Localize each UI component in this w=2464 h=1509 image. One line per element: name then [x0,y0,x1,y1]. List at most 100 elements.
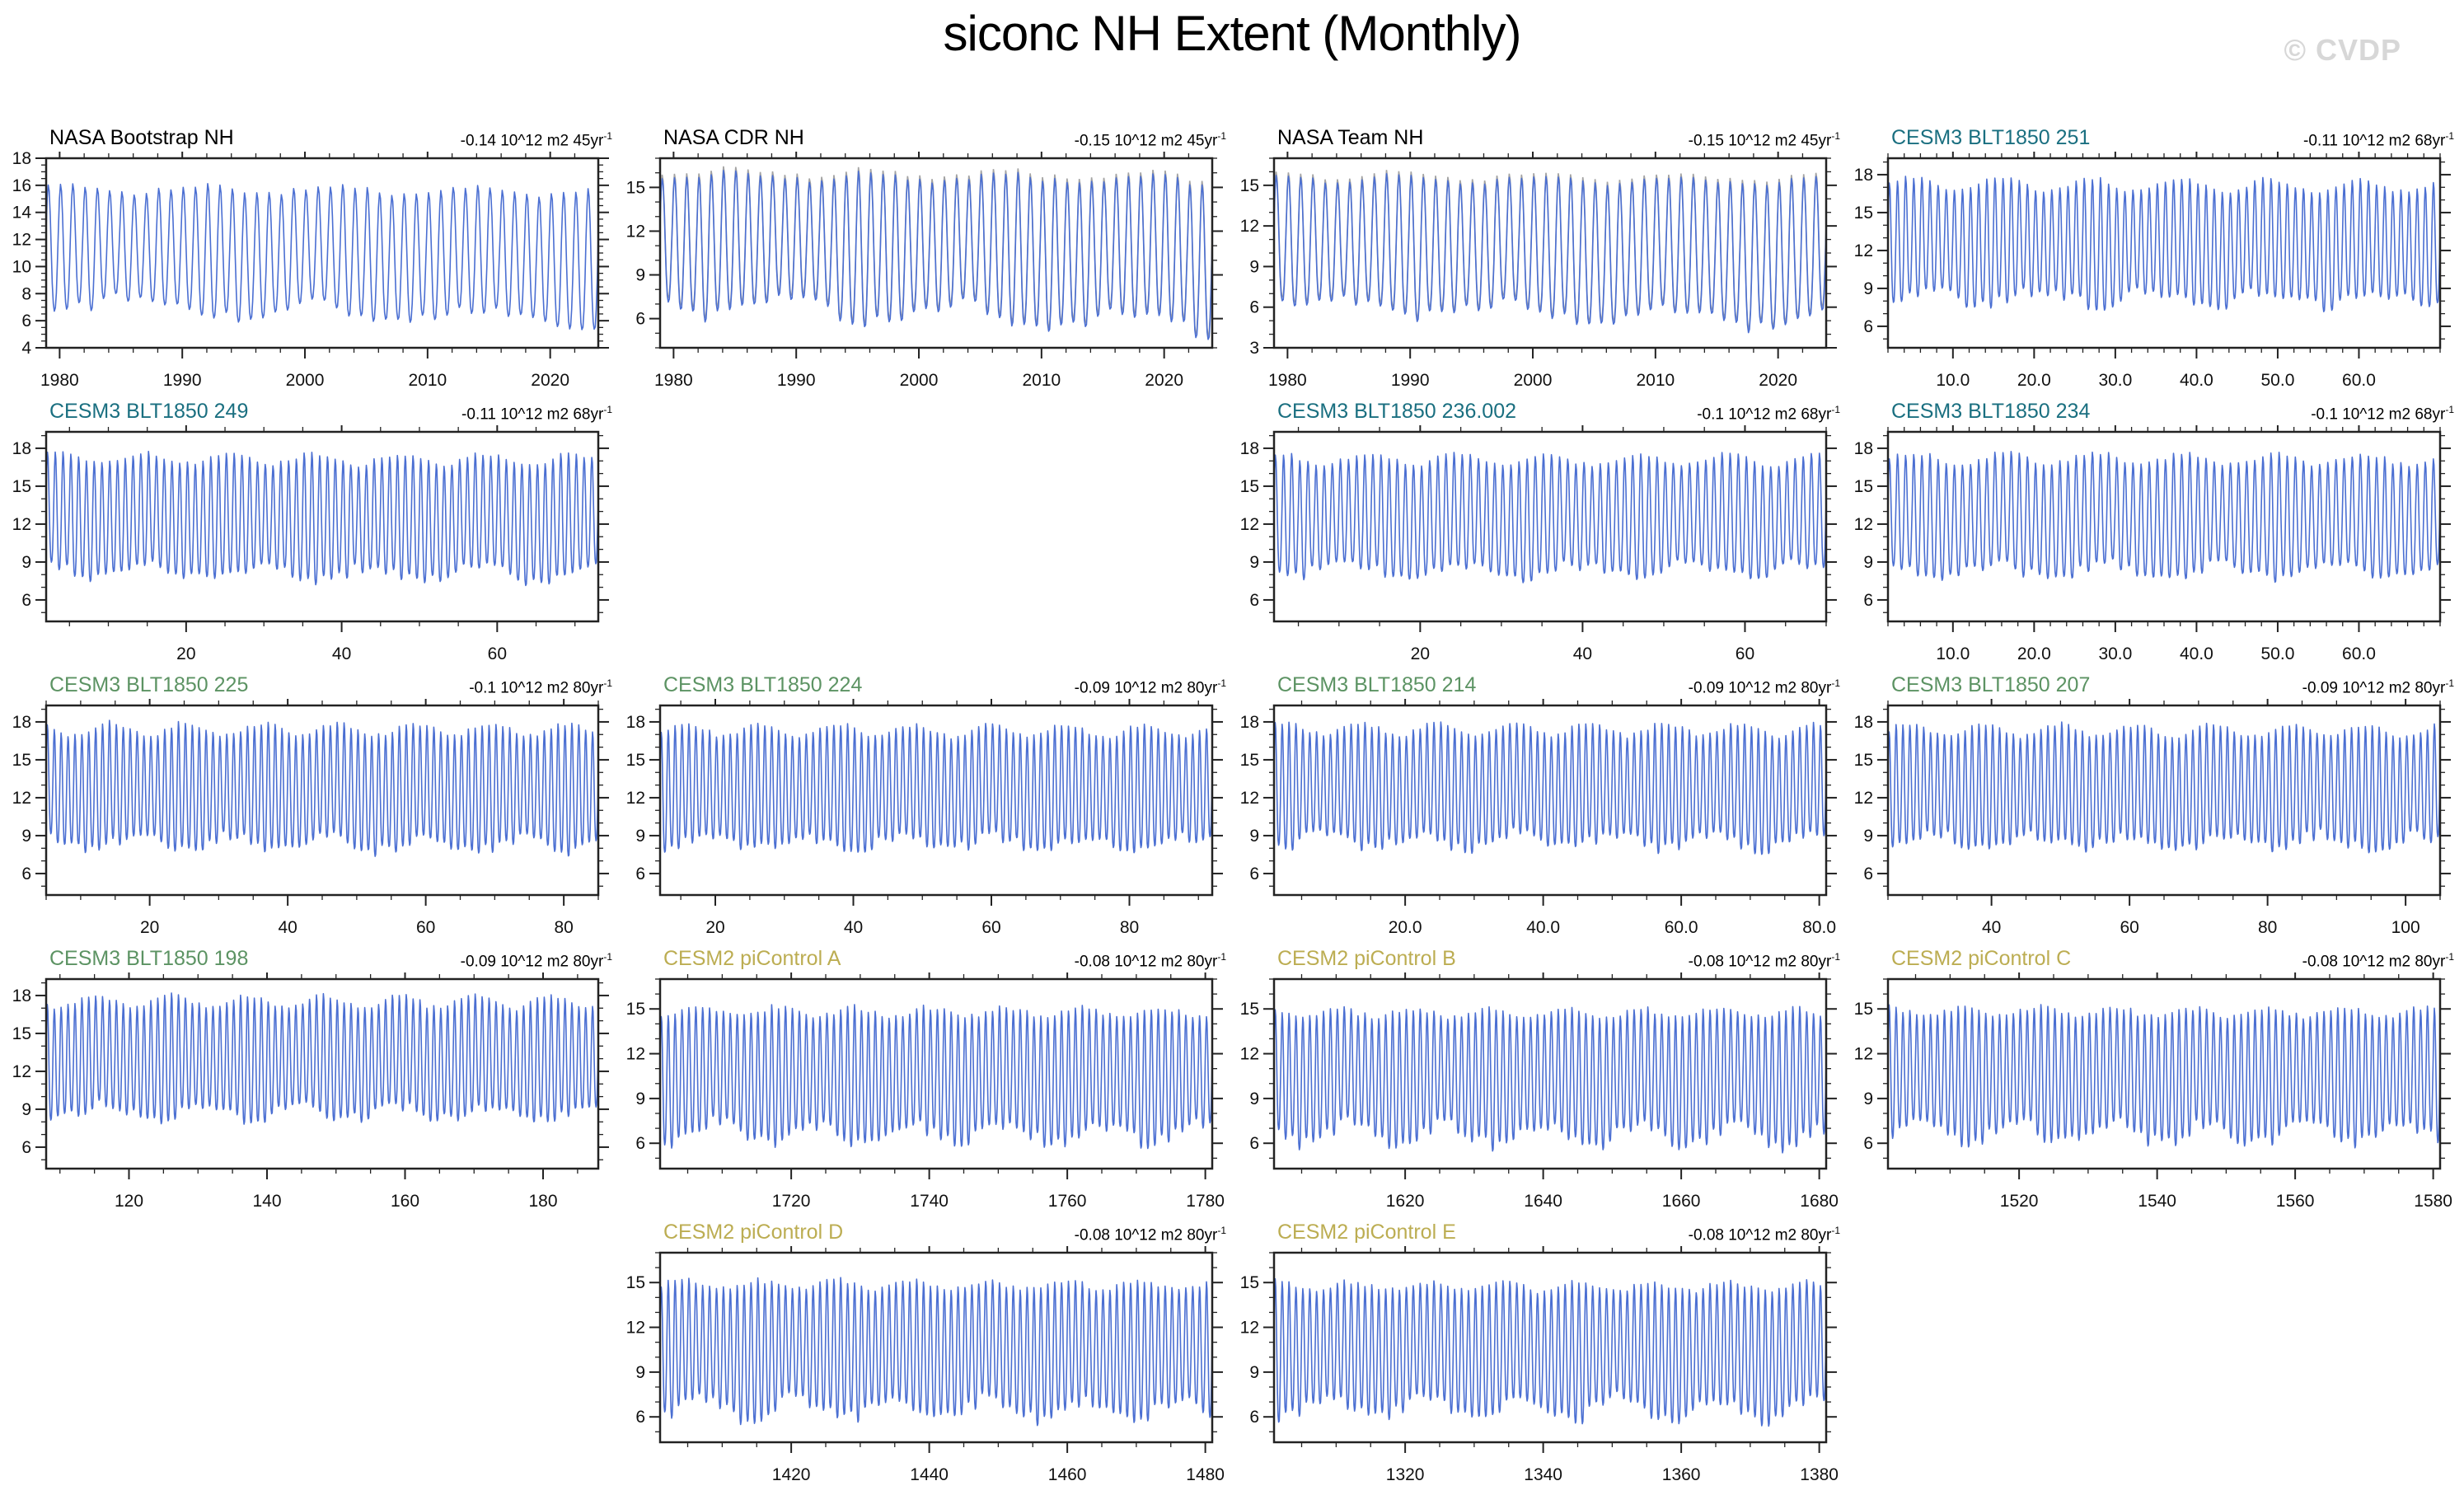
panel-nasa-cdr-nh: NASA CDR NH -0.15 10^12 m2 45yr-1 15 12 9 6 19… [621,124,1234,397]
x-tick-label: 1990 [777,371,816,390]
x-tick-label: 40.0 [1526,918,1560,937]
y-tick-label: 12 [1240,1319,1259,1338]
x-tick-label: 2010 [1022,371,1061,390]
series-line [1274,1277,1826,1427]
panel-title: NASA Bootstrap NH [49,126,234,149]
y-tick-label: 12 [12,515,31,534]
panel-cesm3-blt1850-225: CESM3 BLT1850 225 -0.1 10^12 m2 80yr-1 18 1… [7,671,621,944]
y-tick-label: 10 [12,257,31,276]
panel-title: CESM3 BLT1850 236.002 [1277,400,1517,423]
y-tick-label: 9 [1863,279,1873,298]
y-tick-label: 9 [1249,1090,1259,1108]
y-tick-label: 12 [626,789,645,808]
x-tick-label: 60 [981,918,1000,937]
x-tick-label: 1740 [910,1192,949,1211]
panel-cesm3-blt1850-214: CESM3 BLT1850 214 -0.09 10^12 m2 80yr-1 18… [1234,671,1848,944]
page-title: siconc NH Extent (Monthly) [943,6,1522,61]
x-tick-label: 1340 [1524,1465,1562,1484]
panel-title: CESM3 BLT1850 251 [1891,126,2091,149]
x-tick-label: 2020 [1759,371,1797,390]
y-tick-label: 15 [1854,751,1873,770]
y-tick-label: 12 [626,1045,645,1064]
panel-header: CESM2 piControl E -0.08 10^12 m2 80yr-1 [1234,1218,1848,1246]
x-tick-label: 80 [1120,918,1139,937]
x-tick-label: 40.0 [2180,371,2213,390]
y-tick-label: 6 [1863,317,1873,336]
panel-cesm3-blt1850-234: CESM3 BLT1850 234 -0.1 10^12 m2 68yr-1 18 1… [1848,397,2462,671]
x-tick-label: 2000 [1514,371,1553,390]
x-tick-label: 80 [2258,918,2277,937]
panel-header: CESM3 BLT1850 236.002 -0.1 10^12 m2 68yr-… [1234,397,1848,425]
x-tick-label: 20 [140,918,159,937]
panel-nasa-team-nh: NASA Team NH -0.15 10^12 m2 45yr-1 15 12 9 6 3… [1234,124,1848,397]
panel-header: CESM3 BLT1850 224 -0.09 10^12 m2 80yr-1 [621,671,1234,699]
y-tick-label: 9 [1863,553,1873,572]
panel-title: CESM2 piControl E [1277,1221,1456,1244]
series-line [46,450,598,587]
trend-label: -0.09 10^12 m2 80yr-1 [460,950,612,970]
x-tick-label: 20 [1411,644,1430,663]
panel-cesm3-blt1850-207: CESM3 BLT1850 207 -0.09 10^12 m2 80yr-1 18… [1848,671,2462,944]
y-tick-label: 18 [626,713,645,732]
y-tick-label: 18 [12,713,31,732]
x-tick-label: 1760 [1048,1192,1087,1211]
cvdp-watermark: © CVDP [2284,33,2401,67]
y-tick-label: 9 [21,553,31,572]
y-tick-label: 12 [1240,217,1259,236]
series-line [1888,176,2440,312]
x-tick-label: 60 [416,918,435,937]
series-line [1888,451,2440,583]
x-tick-label: 60.0 [2342,644,2376,663]
x-tick-label: 60 [488,644,507,663]
x-tick-label: 40 [332,644,351,663]
y-tick-label: 15 [1240,176,1259,195]
panel-header: CESM3 BLT1850 214 -0.09 10^12 m2 80yr-1 [1234,671,1848,699]
time-series-plot: 18 15 12 9 6 20.0 40.0 60.0 80.0 [1240,695,1837,937]
y-tick-label: 9 [1863,827,1873,846]
y-tick-label: 12 [626,222,645,241]
trend-label: -0.15 10^12 m2 45yr-1 [1688,129,1840,149]
x-tick-label: 60.0 [1665,918,1698,937]
panel-header: CESM3 BLT1850 207 -0.09 10^12 m2 80yr-1 [1848,671,2462,699]
panel-title: CESM3 BLT1850 224 [663,673,863,696]
y-tick-label: 18 [12,986,31,1005]
y-tick-label: 18 [1240,713,1259,732]
trend-label: -0.14 10^12 m2 45yr-1 [460,129,612,149]
y-tick-label: 9 [1249,827,1259,846]
x-tick-label: 1440 [910,1465,949,1484]
y-tick-label: 15 [1854,477,1873,496]
y-tick-label: 6 [635,1408,645,1427]
panel-header: CESM3 BLT1850 249 -0.11 10^12 m2 68yr-1 [7,397,621,425]
time-series-plot: 18 15 12 9 6 10.0 20.0 30.0 40.0 50.0 60.0 [1854,148,2451,390]
y-tick-label: 6 [1249,298,1259,317]
y-tick-label: 9 [21,827,31,846]
x-tick-label: 1420 [772,1465,811,1484]
trend-label: -0.15 10^12 m2 45yr-1 [1074,129,1226,149]
panel-header: NASA Team NH -0.15 10^12 m2 45yr-1 [1234,124,1848,152]
x-tick-label: 1980 [654,371,693,390]
x-tick-label: 30.0 [2098,371,2132,390]
x-tick-label: 50.0 [2261,644,2295,663]
x-tick-label: 10.0 [1936,644,1970,663]
x-tick-label: 60 [1736,644,1754,663]
x-tick-label: 1360 [1662,1465,1701,1484]
x-tick-label: 1520 [2000,1192,2039,1211]
panel-title: CESM2 piControl B [1277,947,1456,970]
y-tick-label: 12 [1854,789,1873,808]
panels-grid: NASA Bootstrap NH -0.14 10^12 m2 45yr-1 18… [7,124,2462,1492]
y-tick-label: 6 [1863,591,1873,610]
time-series-plot: 15 12 9 6 1720 1740 1760 1780 [626,968,1225,1211]
series-line [1888,721,2440,854]
y-tick-label: 18 [12,439,31,458]
y-tick-label: 15 [626,178,645,197]
panel-title: CESM3 BLT1850 207 [1891,673,2091,696]
x-tick-label: 2020 [1145,371,1183,390]
x-tick-label: 40 [1982,918,2001,937]
x-tick-label: 100 [2391,918,2420,937]
panel-header: CESM2 piControl D -0.08 10^12 m2 80yr-1 [621,1218,1234,1246]
y-tick-label: 6 [1249,1134,1259,1153]
y-tick-label: 6 [635,310,645,329]
time-series-plot: 18 16 14 12 10 8 6 4 1980 1990 2000 2010 2020 [12,148,609,390]
panel-cesm3-blt1850-249: CESM3 BLT1850 249 -0.11 10^12 m2 68yr-1 18… [7,397,621,671]
time-series-plot: 18 15 12 9 6 20 40 60 [12,421,609,663]
